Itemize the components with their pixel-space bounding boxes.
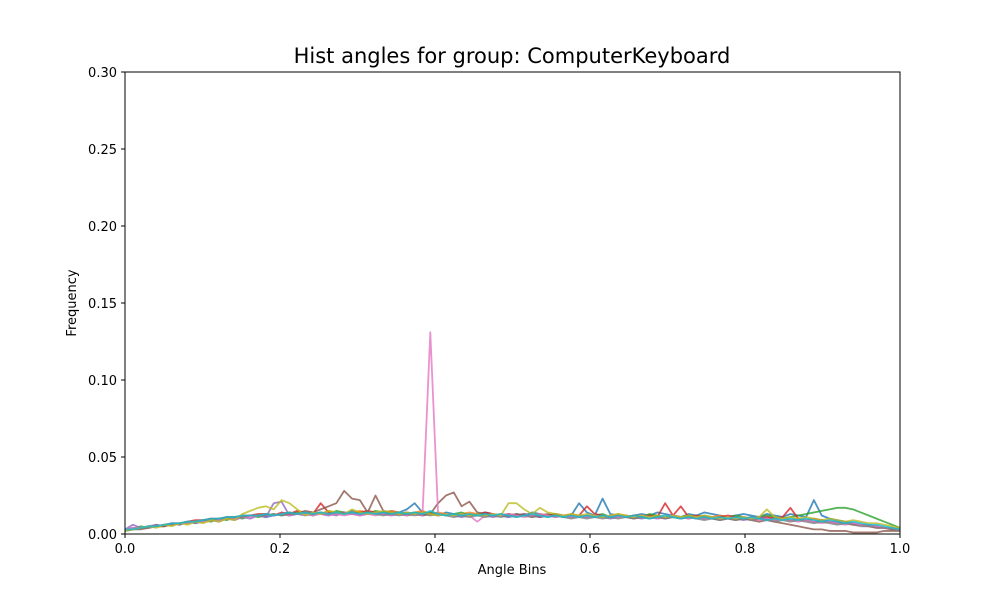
y-axis: 0.00 0.05 0.10 0.15 0.20 0.25 0.30 <box>88 66 125 543</box>
series-line-7 <box>124 331 901 531</box>
x-tick-label: 0.8 <box>735 542 756 557</box>
series-line-9 <box>124 499 901 532</box>
series-line-6 <box>124 489 900 534</box>
y-axis-label: Frequency <box>65 269 80 336</box>
plot-lines <box>124 331 901 534</box>
y-tick-label: 0.15 <box>88 297 117 312</box>
y-tick-label: 0.20 <box>88 220 117 235</box>
x-tick-label: 0.0 <box>115 542 136 557</box>
y-tick-label: 0.25 <box>88 143 117 158</box>
x-axis-label: Angle Bins <box>478 563 547 578</box>
y-tick-label: 0.00 <box>88 528 117 543</box>
plot-frame <box>124 71 901 535</box>
series-line-10 <box>125 509 901 531</box>
y-tick-label: 0.05 <box>88 451 117 466</box>
chart-title: Hist angles for group: ComputerKeyboard <box>294 44 731 68</box>
y-tick-label: 0.30 <box>88 66 117 81</box>
x-tick-label: 0.2 <box>270 542 291 557</box>
x-tick-label: 0.6 <box>580 542 601 557</box>
x-tick-label: 1.0 <box>890 542 911 557</box>
y-tick-label: 0.10 <box>88 374 117 389</box>
x-tick-label: 0.4 <box>425 542 446 557</box>
x-axis: 0.0 0.2 0.4 0.6 0.8 1.0 <box>115 534 911 557</box>
